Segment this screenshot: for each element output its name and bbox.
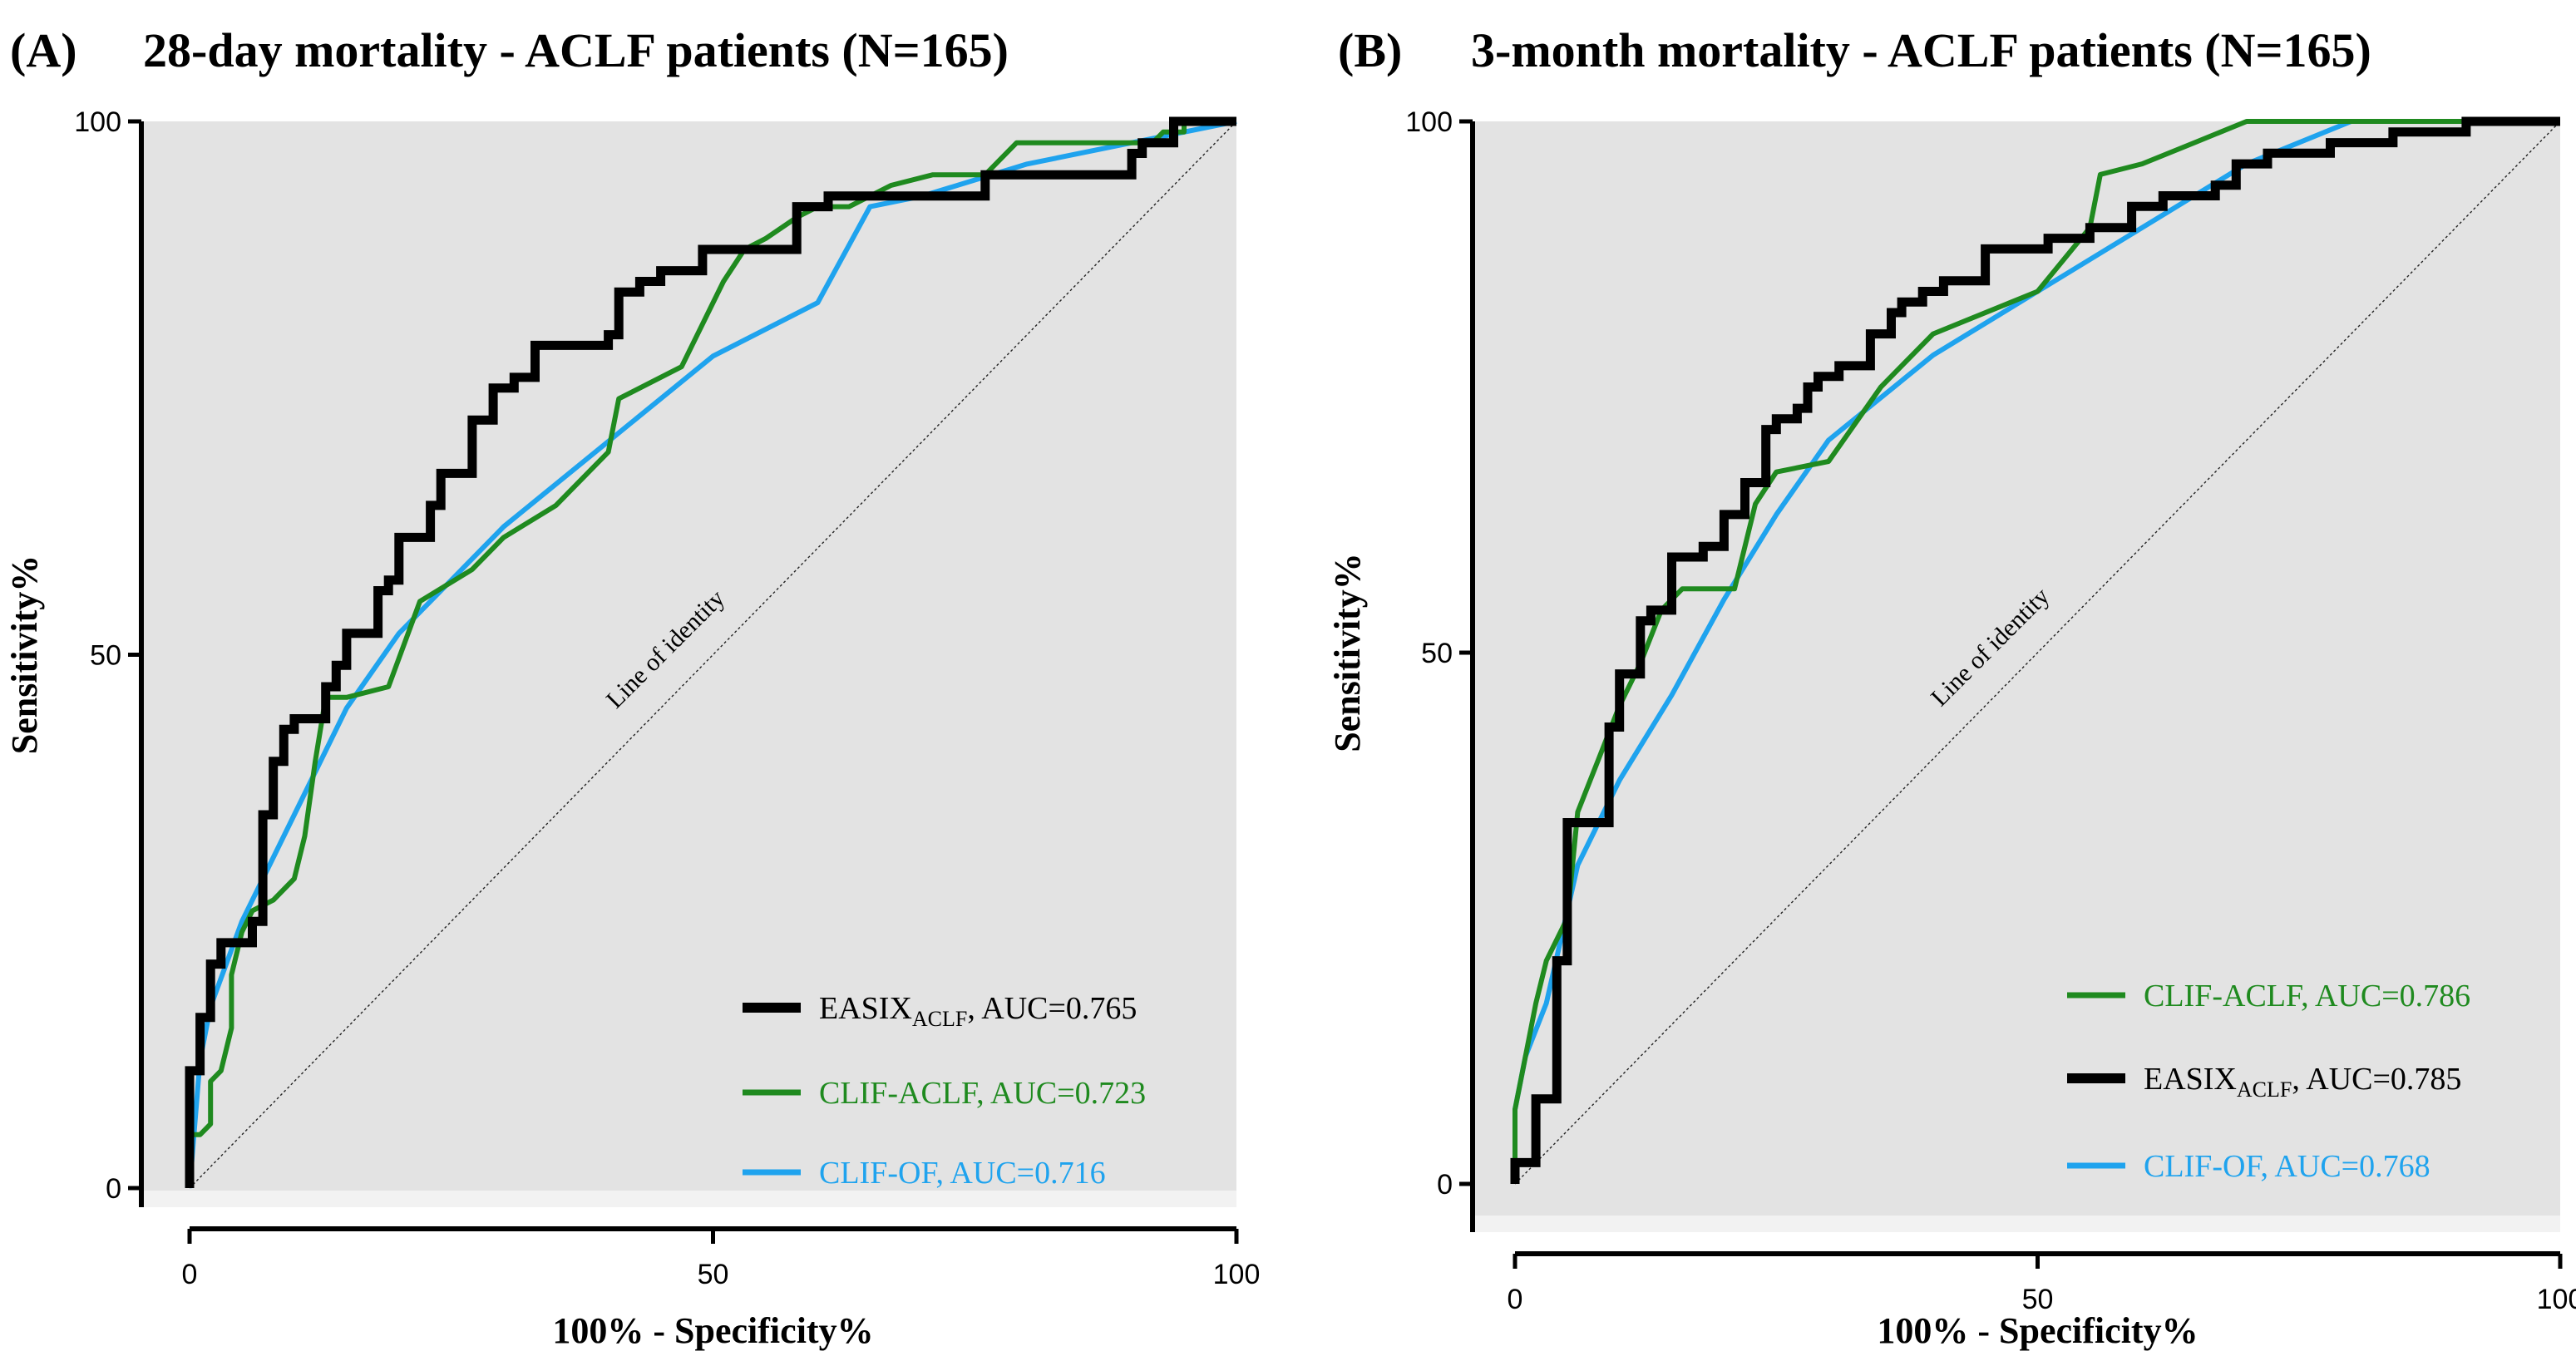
x-tick-label: 100 [1213, 1259, 1261, 1290]
roc-curve-easix [1510, 116, 2560, 1184]
roc-curve-clif-of [187, 119, 1237, 1189]
y-tick-label: 100 [74, 106, 121, 138]
panel-label: (A) [10, 23, 77, 77]
identity-line [1514, 121, 2561, 1185]
panel-a: (A) 28-day mortality - ACLF patients (N=1… [4, 23, 1261, 1351]
legend-entry: CLIF-ACLF, AUC=0.786 [2144, 979, 2470, 1013]
legend-auc: , AUC=0.785 [2292, 1062, 2461, 1097]
chart-title: 28-day mortality - ACLF patients (N=165) [143, 23, 1009, 77]
x-tick-label: 0 [1508, 1284, 1523, 1315]
roc-curve-easix [185, 116, 1236, 1188]
legend-subscript: ACLF [2237, 1077, 2292, 1102]
x-tick-label: 0 [182, 1259, 198, 1290]
y-tick-label: 50 [1421, 638, 1453, 669]
roc-chart-3-month: (B) 3-month mortality - ACLF patients (N=… [1327, 23, 2576, 1351]
chart-title: 3-month mortality - ACLF patients (N=165… [1471, 23, 2371, 77]
x-tick-label: 50 [2022, 1284, 2054, 1315]
legend-entry: EASIXACLF, AUC=0.765 [819, 991, 1137, 1031]
roc-curve-clif-aclf [187, 119, 1236, 1188]
legend-entry: CLIF-OF, AUC=0.716 [819, 1156, 1106, 1191]
y-tick-label: 0 [1437, 1169, 1453, 1201]
roc-curve-clif-of [1513, 119, 2560, 1184]
legend-subscript: ACLF [912, 1007, 967, 1031]
x-tick-label: 100 [2537, 1284, 2576, 1315]
y-tick-label: 100 [1405, 106, 1453, 138]
x-tick-label: 50 [698, 1259, 729, 1290]
y-tick-label: 0 [106, 1173, 121, 1205]
legend-name: EASIX [2144, 1062, 2237, 1097]
legend-entry: CLIF-OF, AUC=0.768 [2144, 1149, 2430, 1184]
panel-label: (B) [1338, 23, 1402, 77]
roc-curve-clif-aclf [1513, 119, 2560, 1184]
plot-background-inner [141, 121, 1236, 1191]
legend-entry: EASIXACLF, AUC=0.785 [2144, 1062, 2461, 1102]
legend-name: EASIX [819, 991, 912, 1026]
roc-chart-28-day: (A) 28-day mortality - ACLF patients (N=1… [4, 23, 1261, 1351]
legend-entry: CLIF-ACLF, AUC=0.723 [819, 1076, 1146, 1111]
y-axis-label: Sensitivity% [1327, 553, 1368, 752]
x-axis-label: 100% - Specificity% [1877, 1310, 2198, 1351]
y-tick-label: 50 [90, 640, 121, 672]
y-axis-label: Sensitivity% [4, 555, 45, 755]
x-axis-label: 100% - Specificity% [552, 1310, 873, 1351]
panel-b: (B) 3-month mortality - ACLF patients (N=… [1288, 0, 2576, 1361]
legend-auc: , AUC=0.765 [967, 991, 1137, 1026]
